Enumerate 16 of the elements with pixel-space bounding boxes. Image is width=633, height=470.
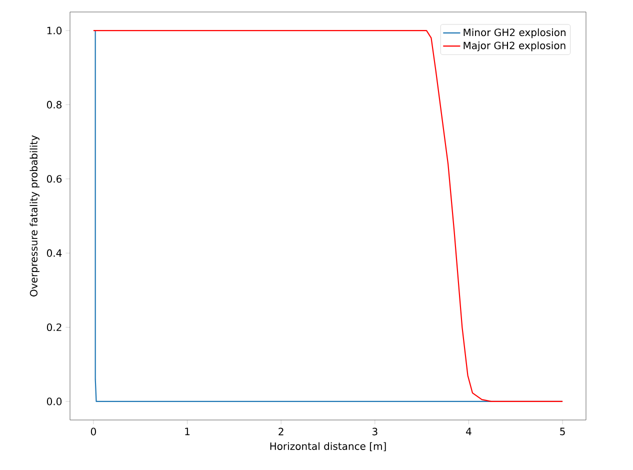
y-axis-title: Overpressure fatality probability (30, 135, 40, 296)
x-tick-label: 2 (278, 428, 284, 436)
legend-label: Major GH2 explosion (464, 42, 566, 52)
x-tick-label: 3 (372, 428, 378, 436)
y-tick-label: 0.4 (46, 249, 62, 257)
y-tick-label: 0.6 (46, 175, 62, 183)
y-tick-label: 0.2 (46, 323, 62, 332)
x-axis-title: Horizontal distance [m] (270, 442, 386, 452)
x-tick-label: 5 (560, 428, 565, 436)
legend-label: Minor GH2 explosion (464, 28, 566, 38)
x-tick-label: 0 (90, 428, 96, 436)
y-tick-label: 0.0 (46, 398, 62, 406)
x-tick-label: 1 (185, 428, 190, 436)
y-tick-label: 1.0 (47, 26, 62, 34)
x-tick-label: 4 (466, 428, 472, 436)
y-tick-label: 0.8 (46, 100, 62, 108)
